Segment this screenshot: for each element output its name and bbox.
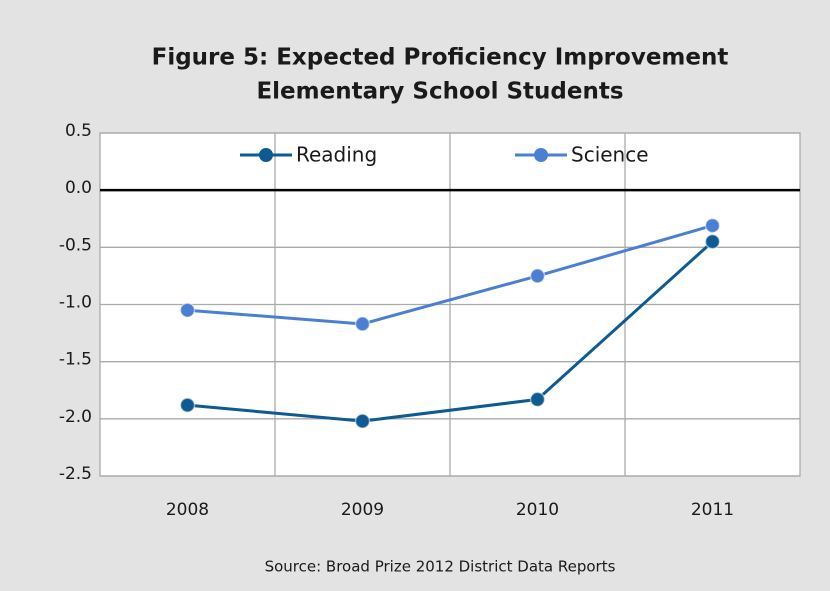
data-point (704, 233, 721, 250)
source-note: Source: Broad Prize 2012 District Data R… (265, 558, 616, 576)
data-point (179, 302, 196, 318)
data-point (529, 268, 546, 284)
data-point (529, 391, 546, 408)
series-line (187, 240, 714, 423)
legend-label: Reading (296, 143, 377, 167)
y-tick-label: -2.5 (59, 464, 92, 484)
legend-marker (259, 148, 273, 162)
legend-label: Science (571, 143, 649, 167)
plot-frame (99, 132, 801, 477)
x-tick-label: 2011 (691, 500, 734, 520)
y-tick-label: -0.5 (59, 235, 92, 255)
legend-marker (534, 148, 548, 162)
x-tick-label: 2010 (516, 500, 559, 520)
x-tick-label: 2008 (166, 500, 209, 520)
x-tick-label: 2009 (341, 500, 384, 520)
y-tick-label: 0.5 (65, 121, 92, 141)
y-tick-label: -2.0 (59, 407, 92, 427)
y-tick-label: 0.0 (65, 178, 92, 198)
y-tick-label: -1.0 (59, 293, 92, 313)
data-point (354, 413, 371, 429)
data-point (354, 316, 371, 332)
chart-title: Figure 5: Expected Proficiency Improveme… (152, 45, 729, 71)
data-point (704, 217, 721, 234)
series-line (187, 224, 713, 326)
y-tick-label: -1.5 (59, 350, 92, 370)
data-point (179, 397, 196, 413)
chart-title: Elementary School Students (256, 79, 623, 105)
